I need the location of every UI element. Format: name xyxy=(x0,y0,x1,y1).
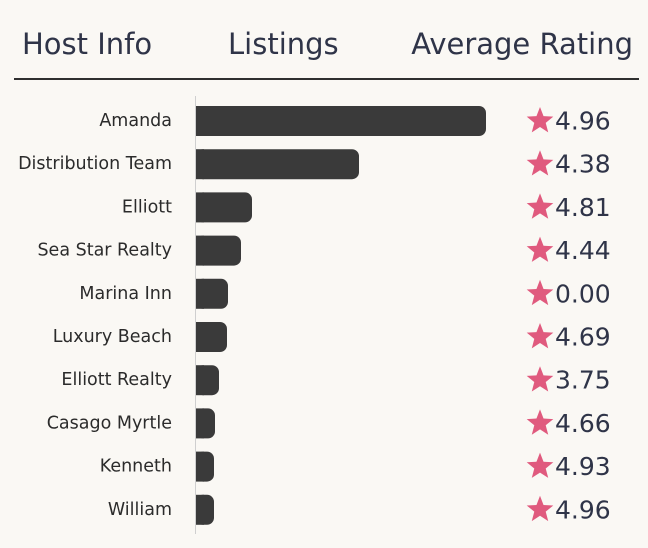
rating-value: 4.93 xyxy=(555,452,611,481)
rating-value: 3.75 xyxy=(555,366,611,395)
host-label: Marina Inn xyxy=(79,284,172,304)
listings-bar-edge xyxy=(196,365,204,396)
star-icon xyxy=(526,236,554,262)
star-icon xyxy=(526,495,554,522)
listings-bar-edge xyxy=(196,192,204,223)
star-icon xyxy=(526,279,554,306)
star-icon xyxy=(526,107,554,133)
star-icon xyxy=(526,452,554,478)
host-label: Kenneth xyxy=(100,457,172,477)
listings-bar-edge xyxy=(196,322,204,352)
listings-bar-edge xyxy=(196,106,204,136)
listings-bar-edge xyxy=(196,408,204,439)
rating-value: 4.44 xyxy=(555,236,611,265)
header-divider xyxy=(14,78,639,80)
rating-value: 4.69 xyxy=(555,323,611,352)
rating-value: 0.00 xyxy=(555,279,611,308)
host-label: Elliott xyxy=(122,197,172,217)
star-icon xyxy=(526,409,554,435)
star-icon xyxy=(526,150,554,176)
rating-value: 4.66 xyxy=(555,409,611,438)
star-icon xyxy=(526,193,554,219)
rating-value: 4.96 xyxy=(555,107,611,136)
listings-bar xyxy=(196,149,359,180)
rating-value: 4.96 xyxy=(555,495,611,524)
listings-bar xyxy=(196,192,252,223)
listings-bar xyxy=(196,235,241,266)
host-label: Amanda xyxy=(99,111,172,131)
listings-bar-edge xyxy=(196,235,204,266)
listings-bar-edge xyxy=(196,149,204,180)
rating-value: 4.81 xyxy=(555,193,611,222)
listings-bar-edge xyxy=(196,278,204,309)
host-label: Elliott Realty xyxy=(61,370,172,390)
host-label: Sea Star Realty xyxy=(37,241,172,261)
star-icon xyxy=(526,366,554,392)
host-label: Casago Myrtle xyxy=(47,413,172,433)
table-header: Host Info Listings Average Rating xyxy=(0,0,648,80)
listings-bar-edge xyxy=(196,451,204,482)
host-label: Distribution Team xyxy=(18,154,172,174)
host-label: Luxury Beach xyxy=(53,327,172,347)
host-label: William xyxy=(108,500,172,520)
listings-bar xyxy=(196,106,486,136)
rating-value: 4.38 xyxy=(555,150,611,179)
listings-bar-edge xyxy=(196,494,204,525)
average-rating-header: Average Rating xyxy=(411,27,633,61)
listings-header: Listings xyxy=(228,27,339,61)
star-icon xyxy=(526,323,554,349)
host-info-header: Host Info xyxy=(22,27,153,61)
